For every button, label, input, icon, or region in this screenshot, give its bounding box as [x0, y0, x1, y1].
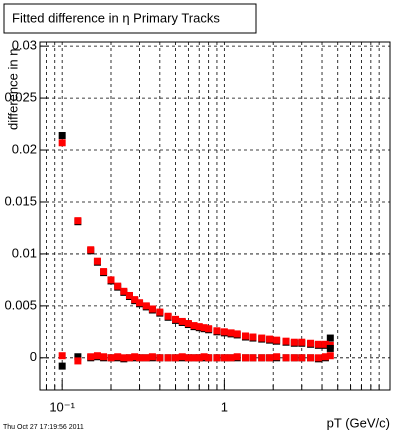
y-tick-label: 0	[30, 349, 37, 364]
marker	[178, 353, 186, 361]
marker	[195, 354, 203, 362]
marker	[131, 353, 139, 361]
y-axis-label: difference in η	[5, 49, 20, 130]
marker	[326, 352, 334, 360]
y-tick-label: 0.015	[4, 193, 37, 208]
title-box	[3, 3, 257, 34]
marker	[213, 327, 221, 335]
marker	[326, 334, 334, 342]
marker	[220, 354, 228, 362]
marker	[178, 317, 186, 325]
chart-title: Fitted difference in η Primary Tracks	[12, 10, 220, 25]
marker	[58, 131, 66, 139]
marker	[120, 287, 128, 295]
marker	[200, 353, 208, 361]
marker	[93, 257, 101, 265]
marker	[314, 340, 322, 348]
marker	[87, 353, 95, 361]
marker	[114, 282, 122, 290]
marker	[321, 353, 329, 361]
timestamp: Thu Oct 27 17:19:56 2011	[3, 424, 84, 431]
marker	[258, 354, 266, 362]
x-axis-label: pT (GeV/c)	[327, 415, 390, 430]
marker	[136, 354, 144, 362]
y-tick-label: 0.005	[4, 297, 37, 312]
marker	[125, 354, 133, 362]
marker	[164, 312, 172, 320]
marker	[114, 353, 122, 361]
marker	[172, 354, 180, 362]
marker	[290, 338, 298, 346]
marker	[156, 354, 164, 362]
marker	[282, 337, 290, 345]
marker	[307, 339, 315, 347]
marker	[74, 217, 82, 225]
marker	[190, 354, 198, 362]
y-tick-label: 0.03	[12, 38, 37, 53]
marker	[298, 354, 306, 362]
marker	[249, 333, 257, 341]
marker	[290, 354, 298, 362]
marker	[273, 336, 281, 344]
marker	[200, 324, 208, 332]
marker	[273, 353, 281, 361]
marker	[266, 335, 274, 343]
marker	[100, 353, 108, 361]
marker	[148, 305, 156, 313]
marker	[184, 320, 192, 328]
marker	[107, 276, 115, 284]
marker	[227, 354, 235, 362]
marker	[172, 315, 180, 323]
marker	[242, 332, 250, 340]
marker	[307, 354, 315, 362]
marker	[58, 139, 66, 147]
marker	[233, 330, 241, 338]
marker	[242, 354, 250, 362]
marker	[136, 299, 144, 307]
y-tick-label: 0.025	[4, 90, 37, 105]
marker	[233, 353, 241, 361]
y-tick-label: 0.01	[12, 245, 37, 260]
x-tick-label: 10⁻¹	[49, 399, 75, 414]
marker	[195, 323, 203, 331]
marker	[87, 246, 95, 254]
marker	[100, 268, 108, 276]
plot-frame	[39, 41, 391, 391]
marker	[266, 354, 274, 362]
marker	[156, 308, 164, 316]
marker	[74, 357, 82, 365]
marker	[314, 354, 322, 362]
y-tick-label: 0.02	[12, 141, 37, 156]
marker	[58, 352, 66, 360]
marker	[107, 354, 115, 362]
marker	[142, 302, 150, 310]
marker	[148, 353, 156, 361]
marker	[298, 338, 306, 346]
marker	[190, 322, 198, 330]
marker	[120, 354, 128, 362]
marker	[282, 354, 290, 362]
marker	[220, 328, 228, 336]
marker	[326, 344, 334, 352]
marker	[142, 354, 150, 362]
marker	[249, 354, 257, 362]
marker	[93, 352, 101, 360]
marker	[125, 291, 133, 299]
marker	[321, 340, 329, 348]
x-tick-label: 1	[221, 399, 228, 414]
marker	[74, 353, 82, 361]
marker	[227, 329, 235, 337]
marker	[205, 325, 213, 333]
marker	[58, 362, 66, 370]
marker	[258, 334, 266, 342]
marker	[184, 354, 192, 362]
marker	[131, 296, 139, 304]
marker	[205, 354, 213, 362]
marker	[164, 354, 172, 362]
marker	[213, 354, 221, 362]
